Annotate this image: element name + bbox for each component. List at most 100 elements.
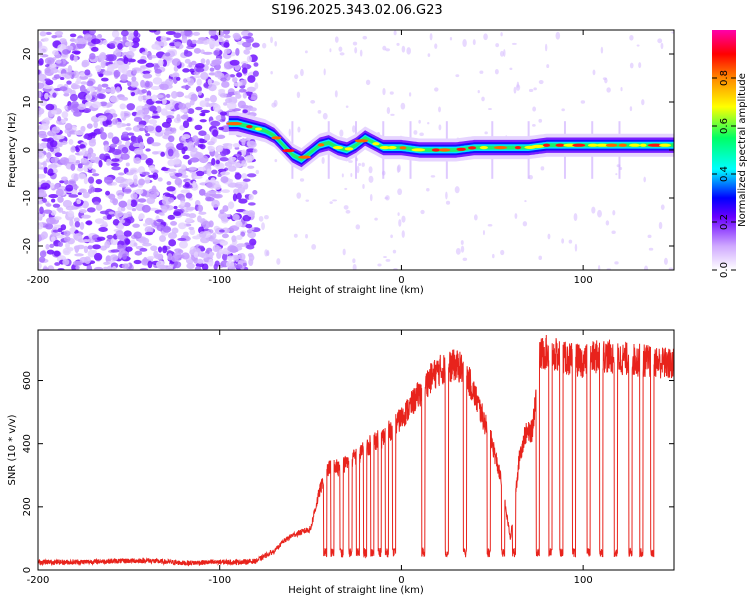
y-tick-label: 600 (22, 371, 33, 390)
noise-blob (126, 123, 131, 127)
noise-speck (374, 217, 378, 221)
noise-blob (161, 55, 171, 60)
noise-blob (180, 164, 187, 170)
noise-speck (305, 234, 308, 239)
noise-blob (182, 120, 190, 129)
noise-blob (38, 256, 46, 263)
noise-blob (129, 80, 139, 88)
noise-speck (362, 35, 368, 40)
noise-blob (214, 70, 223, 78)
noise-blob (102, 39, 108, 46)
noise-blob (145, 148, 151, 152)
noise-speck (426, 188, 430, 192)
noise-blob (229, 74, 236, 78)
noise-blob (106, 102, 113, 108)
noise-blob (76, 199, 82, 205)
noise-speck (516, 81, 520, 88)
ridge-hotspot (246, 125, 253, 129)
noise-blob (243, 178, 251, 182)
noise-blob (156, 224, 165, 232)
noise-blob (221, 81, 230, 88)
noise-blob (181, 37, 188, 44)
ridge-hotspot (542, 143, 551, 147)
noise-speck (338, 46, 343, 52)
noise-speck (429, 33, 433, 41)
noise-blob (195, 63, 205, 69)
noise-blob (175, 91, 185, 98)
noise-blob (206, 168, 212, 177)
noise-blob (252, 190, 258, 195)
noise-blob (222, 205, 229, 212)
colorbar-tick-label: 0.8 (719, 70, 730, 86)
ridge-halo (228, 112, 674, 172)
noise-blob (189, 228, 196, 236)
noise-speck (264, 215, 269, 220)
noise-speck (620, 86, 623, 92)
ridge-hotspot (317, 143, 325, 147)
noise-blob (44, 92, 49, 100)
noise-blob (155, 125, 162, 133)
noise-speck (396, 42, 400, 46)
noise-speck (418, 119, 421, 124)
noise-blob (75, 265, 80, 270)
noise-blob (193, 75, 201, 79)
noise-blob (236, 72, 243, 78)
noise-blob (197, 143, 204, 148)
noise-blob (178, 240, 188, 249)
ridge-hotspot (531, 144, 545, 148)
noise-speck (342, 248, 346, 256)
noise-blob (94, 266, 104, 270)
noise-blob (106, 158, 112, 166)
noise-speck (293, 233, 298, 238)
noise-speck (597, 209, 602, 218)
noise-blob (41, 198, 48, 203)
noise-blob (193, 47, 202, 54)
noise-blob (44, 78, 51, 82)
noise-speck (350, 172, 353, 178)
noise-blob (93, 120, 98, 129)
noise-blob (78, 209, 87, 214)
noise-speck (322, 112, 328, 120)
noise-speck (359, 49, 363, 57)
noise-blob (177, 237, 187, 242)
noise-blob (207, 141, 215, 146)
noise-blob (145, 125, 155, 132)
noise-blob (145, 62, 155, 68)
noise-blob (198, 188, 206, 196)
noise-blob (142, 73, 153, 79)
noise-speck (332, 199, 337, 202)
noise-blob (73, 55, 78, 63)
noise-blob (143, 223, 148, 227)
noise-blob (167, 250, 173, 254)
noise-blob (64, 123, 73, 131)
noise-speck (460, 245, 465, 253)
noise-speck (339, 129, 344, 137)
noise-blob (97, 84, 102, 92)
noise-blob (38, 213, 44, 218)
noise-blob (95, 179, 103, 185)
noise-blob (68, 194, 79, 198)
noise-speck (299, 178, 305, 182)
noise-speck (546, 64, 550, 69)
noise-speck (473, 214, 478, 221)
noise-blob (223, 30, 230, 35)
noise-blob (38, 200, 44, 205)
noise-blob (168, 197, 175, 203)
noise-blob (197, 204, 204, 213)
noise-blob (133, 30, 139, 38)
noise-speck (445, 200, 451, 205)
noise-blob (127, 199, 132, 206)
noise-speck (385, 48, 391, 52)
noise-speck (660, 42, 664, 50)
noise-speck (345, 105, 349, 108)
noise-blob (213, 183, 222, 190)
noise-blob (246, 156, 253, 164)
noise-blob (119, 219, 126, 224)
noise-blob (242, 109, 248, 114)
noise-blob (217, 37, 225, 43)
noise-speck (305, 199, 310, 202)
noise-speck (343, 205, 349, 210)
noise-speck (544, 43, 548, 52)
noise-blob (118, 200, 128, 208)
noise-blob (227, 165, 237, 172)
